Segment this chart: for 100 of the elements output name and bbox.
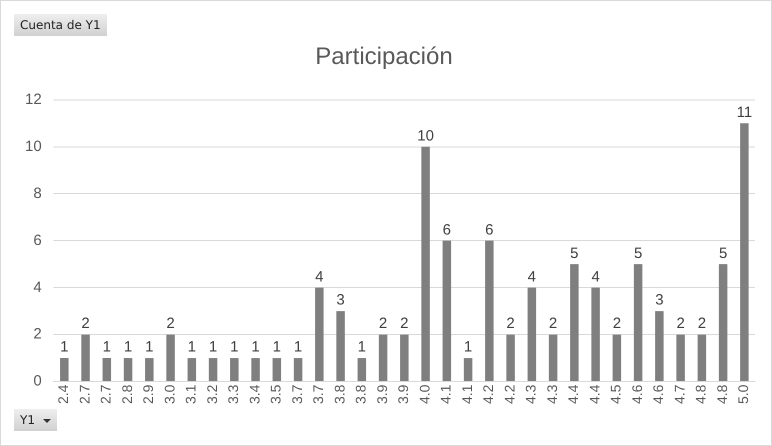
data-label: 6	[442, 221, 452, 238]
bar	[570, 264, 579, 382]
data-label: 3	[336, 292, 345, 309]
x-tick-label: 3.0	[161, 384, 178, 404]
bar	[464, 358, 472, 382]
y-tick-label: 4	[33, 278, 42, 296]
bar	[676, 334, 685, 382]
data-label: 2	[81, 315, 90, 332]
bar	[124, 358, 132, 382]
y-tick-label: 0	[33, 372, 42, 390]
chart-title: Participación	[315, 43, 453, 70]
data-label: 2	[612, 315, 622, 332]
text: Y1	[20, 413, 35, 427]
bar	[655, 311, 664, 382]
bar	[81, 334, 90, 382]
bar	[60, 358, 69, 382]
y-tick-label: 6	[33, 232, 42, 249]
data-label: 1	[358, 338, 366, 356]
data-label: 1	[464, 338, 472, 356]
data-label: 11	[736, 104, 752, 121]
x-tick-label: 3.1	[182, 384, 199, 404]
data-label: 2	[506, 315, 515, 332]
x-tick-label: 4.1	[458, 384, 475, 404]
bar	[315, 288, 324, 382]
x-tick-label: 2.7	[98, 384, 114, 404]
x-tick-label: 4.7	[671, 384, 688, 404]
bar	[698, 334, 706, 382]
x-tick-label: 4.2	[480, 384, 496, 404]
data-label: 3	[655, 292, 664, 309]
bar	[102, 358, 112, 382]
data-label: 2	[548, 315, 558, 332]
x-tick-label: 3.7	[310, 384, 326, 404]
data-label: 1	[208, 338, 218, 356]
y-tick-label: 8	[33, 184, 42, 202]
bar	[251, 358, 260, 382]
data-label: 1	[294, 338, 302, 356]
y-tick-label: 2	[33, 326, 42, 343]
x-tick-label: 4.4	[586, 384, 602, 404]
data-label: 5	[570, 244, 579, 262]
bar	[166, 334, 175, 382]
x-tick-label: 5.0	[735, 384, 752, 404]
x-tick-label: 4.0	[416, 384, 432, 404]
data-label: 1	[188, 338, 196, 356]
bar	[421, 146, 430, 382]
data-label: 1	[60, 338, 68, 356]
data-label: 1	[251, 338, 260, 356]
bar	[740, 123, 749, 382]
bar	[400, 334, 409, 382]
data-label: 2	[400, 315, 409, 332]
bar	[485, 240, 494, 382]
bar	[378, 334, 388, 382]
y-tick-label: 10	[24, 138, 42, 155]
bar	[528, 288, 536, 382]
text: Cuenta de Y1	[20, 18, 101, 32]
bar	[336, 311, 345, 382]
x-tick-label: 3.2	[204, 384, 220, 404]
data-label: 1	[145, 338, 154, 356]
bar	[145, 358, 154, 382]
x-tick-label: 4.8	[714, 384, 730, 404]
y-tick-label: 12	[24, 90, 42, 108]
bar	[506, 334, 515, 382]
x-tick-label: 4.3	[544, 384, 560, 404]
x-tick-label: 3.5	[268, 384, 284, 404]
data-label: 1	[230, 338, 238, 356]
data-label: 1	[124, 338, 132, 356]
x-tick-label: 3.8	[352, 384, 369, 404]
x-tick-label: 4.4	[565, 384, 582, 404]
data-label: 2	[676, 315, 685, 332]
x-tick-label: 3.7	[288, 384, 305, 404]
x-tick-label: 2.9	[140, 384, 156, 404]
x-tick-label: 4.2	[501, 384, 518, 404]
x-tick-label: 2.8	[118, 384, 135, 404]
data-label: 5	[634, 244, 642, 262]
x-tick-label: 4.6	[628, 384, 645, 404]
data-label: 1	[102, 338, 111, 356]
data-label: 2	[378, 315, 388, 332]
x-tick-label: 4.3	[522, 384, 539, 404]
data-label: 4	[315, 268, 324, 286]
bar	[442, 240, 452, 382]
bar	[612, 334, 622, 382]
data-label: 10	[417, 127, 434, 144]
bar	[230, 358, 239, 382]
x-tick-label: 4.5	[608, 384, 624, 404]
x-tick-label: 2.7	[76, 384, 92, 404]
bar	[294, 358, 302, 382]
bar	[208, 358, 218, 382]
x-tick-label: 3.9	[395, 384, 412, 404]
data-label: 4	[591, 268, 600, 286]
bar	[548, 334, 558, 382]
x-tick-label: 4.1	[438, 384, 454, 404]
bar	[718, 264, 728, 382]
data-label: 1	[272, 338, 281, 356]
bar	[591, 288, 600, 382]
data-label: 2	[166, 315, 175, 332]
data-label: 5	[718, 244, 728, 262]
x-tick-label: 3.9	[374, 384, 390, 404]
x-tick-label: 4.6	[650, 384, 666, 404]
bar	[358, 358, 366, 382]
x-tick-label: 4.8	[692, 384, 709, 404]
x-tick-label: 3.8	[331, 384, 348, 404]
